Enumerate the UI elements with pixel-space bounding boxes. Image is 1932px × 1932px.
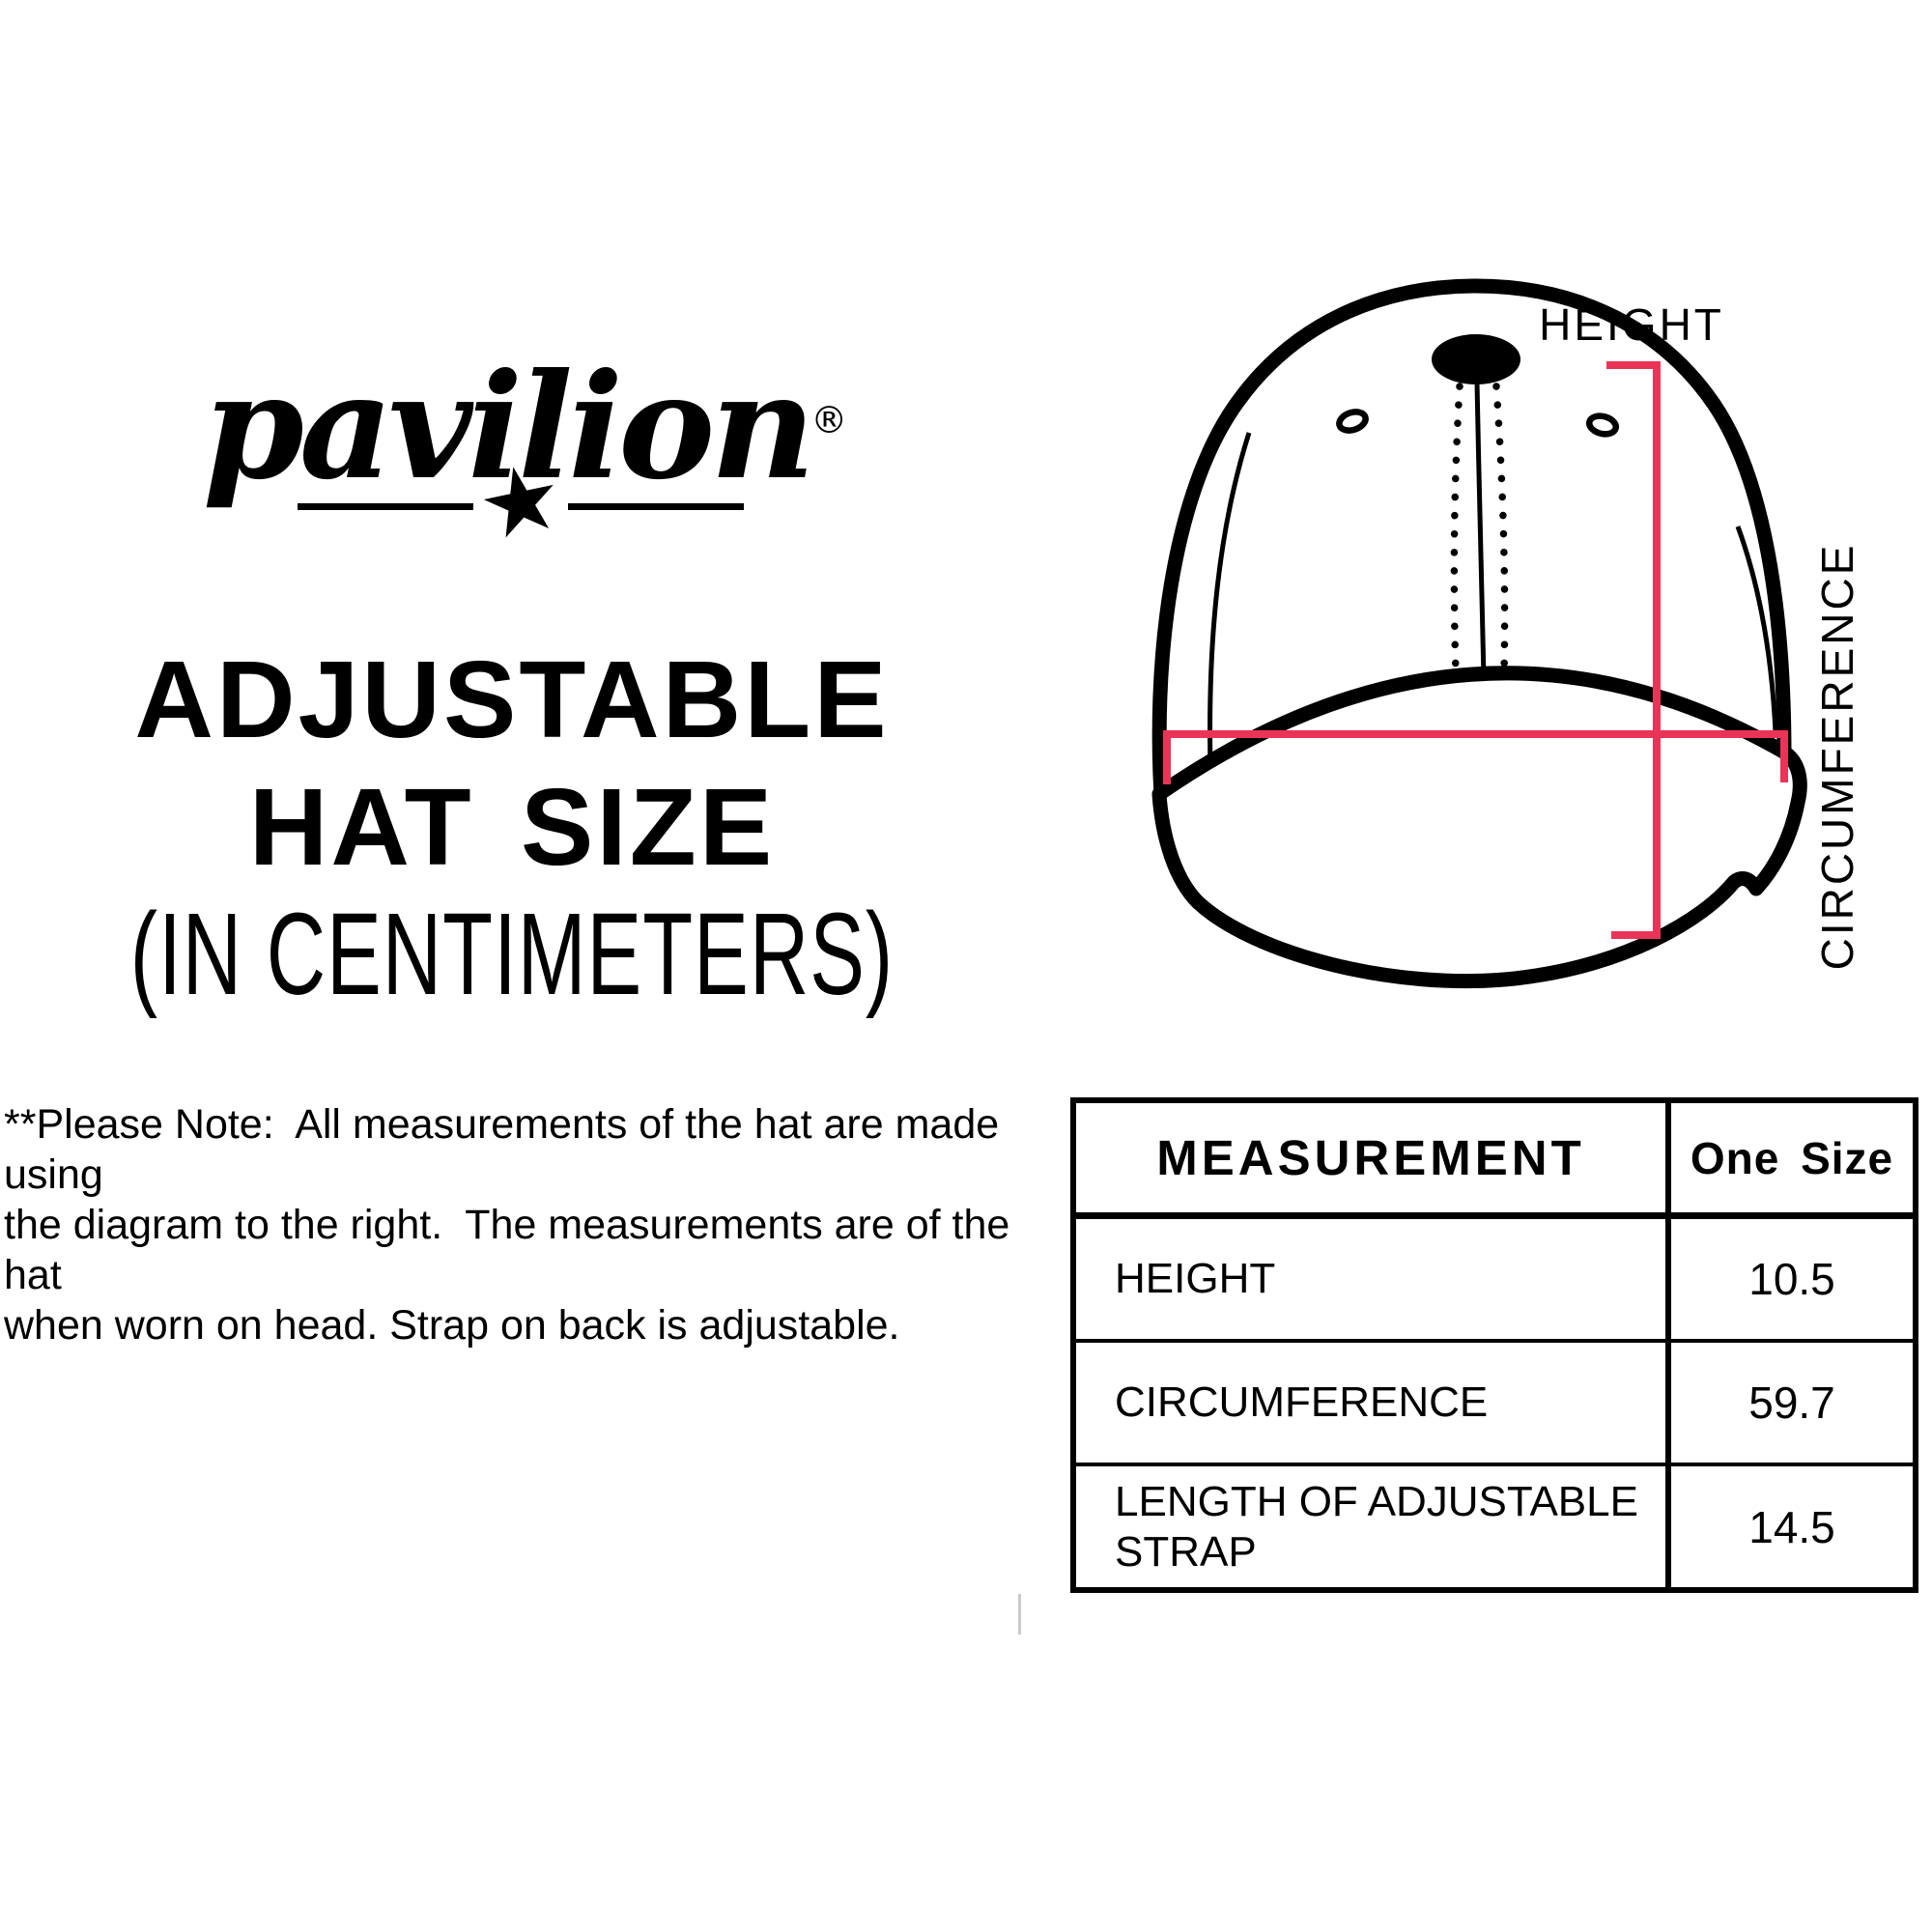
row-value: 59.7 — [1748, 1378, 1835, 1428]
table-header-row: MEASUREMENT One Size — [1076, 1103, 1913, 1219]
registered-trademark-icon: ® — [810, 399, 848, 441]
size-table: MEASUREMENT One Size HEIGHT 10.5 CIRCUMF… — [1070, 1097, 1918, 1593]
row-label: HEIGHT — [1115, 1255, 1276, 1303]
eyelet-left — [1336, 409, 1369, 434]
height-label: HEIGHT — [1539, 299, 1724, 350]
left-panel-seam — [1208, 432, 1252, 769]
row-label-cell: CIRCUMFERENCE — [1076, 1343, 1671, 1463]
row-label-cell: HEIGHT — [1076, 1219, 1671, 1339]
table-header-one-size: One Size — [1671, 1103, 1913, 1212]
row-label: CIRCUMFERENCE — [1115, 1378, 1489, 1427]
table-row-strap-length: LENGTH OF ADJUSTABLE STRAP 14.5 — [1076, 1466, 1913, 1587]
stitch-line-right — [1492, 383, 1509, 676]
measurement-column-header: MEASUREMENT — [1156, 1130, 1585, 1185]
center-seam — [1474, 382, 1487, 679]
page-title-units: (IN CENTIMETERS) — [129, 889, 895, 1020]
divider-line-left — [298, 503, 473, 510]
row-value-cell: 14.5 — [1671, 1466, 1913, 1587]
circumference-label: CIRCUMFERENCE — [1812, 543, 1862, 971]
divider-line-right — [568, 503, 744, 510]
logo-divider: ★ — [298, 442, 744, 561]
table-row-circumference: CIRCUMFERENCE 59.7 — [1076, 1343, 1913, 1466]
hat-diagram: HEIGHT CIRCUMFERENCE — [1151, 278, 1862, 988]
stitch-line-left — [1450, 383, 1463, 676]
page-title-line1: ADJUSTABLE — [134, 639, 890, 760]
table-row-height: HEIGHT 10.5 — [1076, 1219, 1913, 1343]
scan-artifact-line — [1018, 1594, 1021, 1634]
right-panel-seam — [1735, 526, 1778, 733]
row-value-cell: 59.7 — [1671, 1343, 1913, 1463]
row-label-cell: LENGTH OF ADJUSTABLE STRAP — [1076, 1466, 1671, 1587]
measure-lines — [1163, 361, 1788, 939]
brim-outline — [1151, 666, 1807, 988]
note-text: **Please Note: All measurements of the h… — [4, 1101, 1010, 1349]
table-header-measurement: MEASUREMENT — [1076, 1103, 1671, 1212]
star-icon: ★ — [469, 442, 573, 561]
row-value: 14.5 — [1748, 1501, 1835, 1552]
row-value: 10.5 — [1748, 1254, 1835, 1304]
one-size-column-header: One Size — [1690, 1132, 1894, 1183]
brand-logo: pavilion® — [203, 319, 847, 541]
row-label: LENGTH OF ADJUSTABLE STRAP — [1115, 1477, 1638, 1576]
logo-wordmark: pavilion — [203, 342, 815, 512]
eyelet-right — [1585, 412, 1620, 438]
row-value-cell: 10.5 — [1671, 1219, 1913, 1339]
page-title-line2: HAT SIZE — [248, 766, 776, 888]
cap-button — [1432, 334, 1520, 384]
